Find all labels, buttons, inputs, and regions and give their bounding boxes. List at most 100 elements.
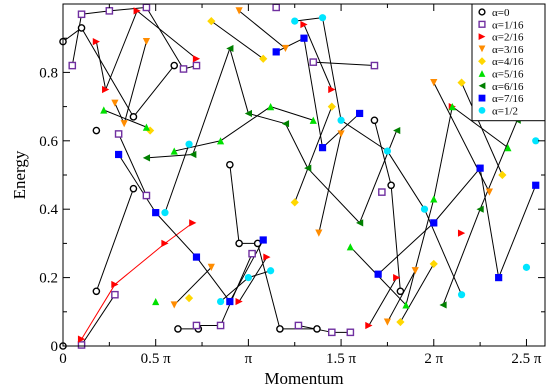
- data-point: [396, 317, 405, 327]
- series-line-segment: [238, 256, 268, 302]
- data-point: [300, 34, 308, 42]
- series-line-segment: [498, 185, 537, 278]
- series-line-segment: [479, 120, 518, 210]
- series-line-segment: [424, 209, 463, 295]
- data-point: [393, 274, 401, 282]
- data-point: [142, 3, 151, 12]
- data-point: [77, 24, 86, 32]
- data-point: [259, 54, 268, 63]
- data-point: [68, 61, 77, 70]
- series-line-segment: [105, 10, 138, 90]
- data-point: [115, 150, 123, 159]
- data-point: [313, 325, 321, 333]
- series-line-segment: [103, 109, 147, 128]
- series-line-segment: [285, 123, 309, 169]
- data-point: [411, 267, 419, 275]
- legend-label: α=6/16: [492, 81, 524, 93]
- legend-marker: [478, 82, 486, 90]
- y-tick-label: 0.6: [39, 134, 58, 150]
- legend: α=0α=1/16α=2/16α=3/16α=4/16α=5/16α=6/16α…: [471, 3, 546, 122]
- series-line-segment: [340, 119, 388, 152]
- data-point: [337, 130, 345, 138]
- data-point: [294, 321, 303, 330]
- series-line-segment: [81, 10, 110, 15]
- data-point: [356, 219, 364, 227]
- series-lines: [62, 6, 537, 346]
- data-point: [439, 301, 447, 309]
- data-point: [370, 116, 379, 125]
- series-line-segment: [164, 144, 190, 213]
- data-point: [387, 181, 395, 190]
- series-line-segment: [109, 6, 147, 12]
- data-point: [396, 287, 405, 296]
- data-point: [430, 79, 438, 87]
- data-point: [429, 259, 438, 269]
- data-point: [161, 239, 169, 247]
- data-point: [370, 61, 379, 70]
- legend-marker: [478, 94, 486, 102]
- data-point: [142, 123, 151, 131]
- data-point: [235, 7, 243, 15]
- series-line-segment: [229, 164, 240, 244]
- data-point: [393, 126, 401, 135]
- axis-ticks: 0 0.5 π π 1.5 π 2 π 2.5 π 0 0.2 0.4 0.6 0.8: [39, 4, 545, 367]
- legend-label: α=2/16: [492, 32, 524, 44]
- series-line-segment: [373, 120, 392, 186]
- y-tick-label: 0.4: [39, 202, 58, 218]
- data-point: [291, 17, 299, 25]
- series-line-segment: [174, 140, 221, 152]
- series-line-segment: [114, 243, 166, 285]
- data-point: [111, 280, 119, 289]
- data-point: [327, 102, 336, 111]
- data-point: [374, 270, 382, 278]
- data-point: [185, 140, 193, 148]
- series-line-segment: [238, 10, 286, 49]
- data-point: [315, 229, 323, 237]
- legend-label: α=4/16: [492, 56, 524, 68]
- data-point: [346, 328, 355, 337]
- series-line-segment: [248, 270, 271, 279]
- series-line-segment: [173, 266, 212, 306]
- data-point: [192, 321, 201, 330]
- data-point: [77, 10, 86, 19]
- series-line-segment: [303, 24, 333, 90]
- legend-marker: [478, 107, 486, 114]
- legend-label: α=1/2: [492, 105, 518, 117]
- legend-marker: [478, 45, 486, 53]
- data-point: [129, 184, 138, 193]
- legend-marker: [478, 57, 486, 66]
- data-point: [92, 38, 100, 46]
- series-line-segment: [95, 188, 134, 292]
- data-point: [476, 164, 484, 172]
- data-point: [92, 126, 101, 135]
- data-point: [267, 103, 275, 111]
- y-tick-label: 0.8: [39, 65, 58, 81]
- data-point: [281, 44, 290, 53]
- legend-label: α=0: [492, 7, 510, 19]
- data-point: [248, 249, 256, 258]
- data-point: [114, 130, 123, 138]
- data-point: [328, 328, 336, 337]
- series-line-segment: [229, 48, 249, 114]
- series-line-segment: [192, 48, 231, 155]
- data-point: [259, 236, 267, 244]
- data-point: [142, 38, 151, 46]
- data-point: [281, 120, 290, 128]
- data-point: [337, 116, 345, 124]
- data-point: [174, 325, 182, 333]
- data-point: [476, 205, 484, 213]
- data-point: [226, 297, 234, 306]
- data-point: [272, 48, 280, 56]
- data-point: [235, 239, 243, 248]
- data-point: [318, 144, 327, 152]
- series-line-segment: [386, 270, 416, 323]
- data-point: [267, 267, 275, 275]
- data-point: [152, 297, 160, 306]
- data-point: [383, 318, 392, 326]
- data-point: [457, 229, 466, 237]
- data-point: [120, 120, 128, 128]
- data-point: [365, 321, 373, 330]
- data-point: [272, 3, 280, 12]
- data-point: [457, 78, 466, 87]
